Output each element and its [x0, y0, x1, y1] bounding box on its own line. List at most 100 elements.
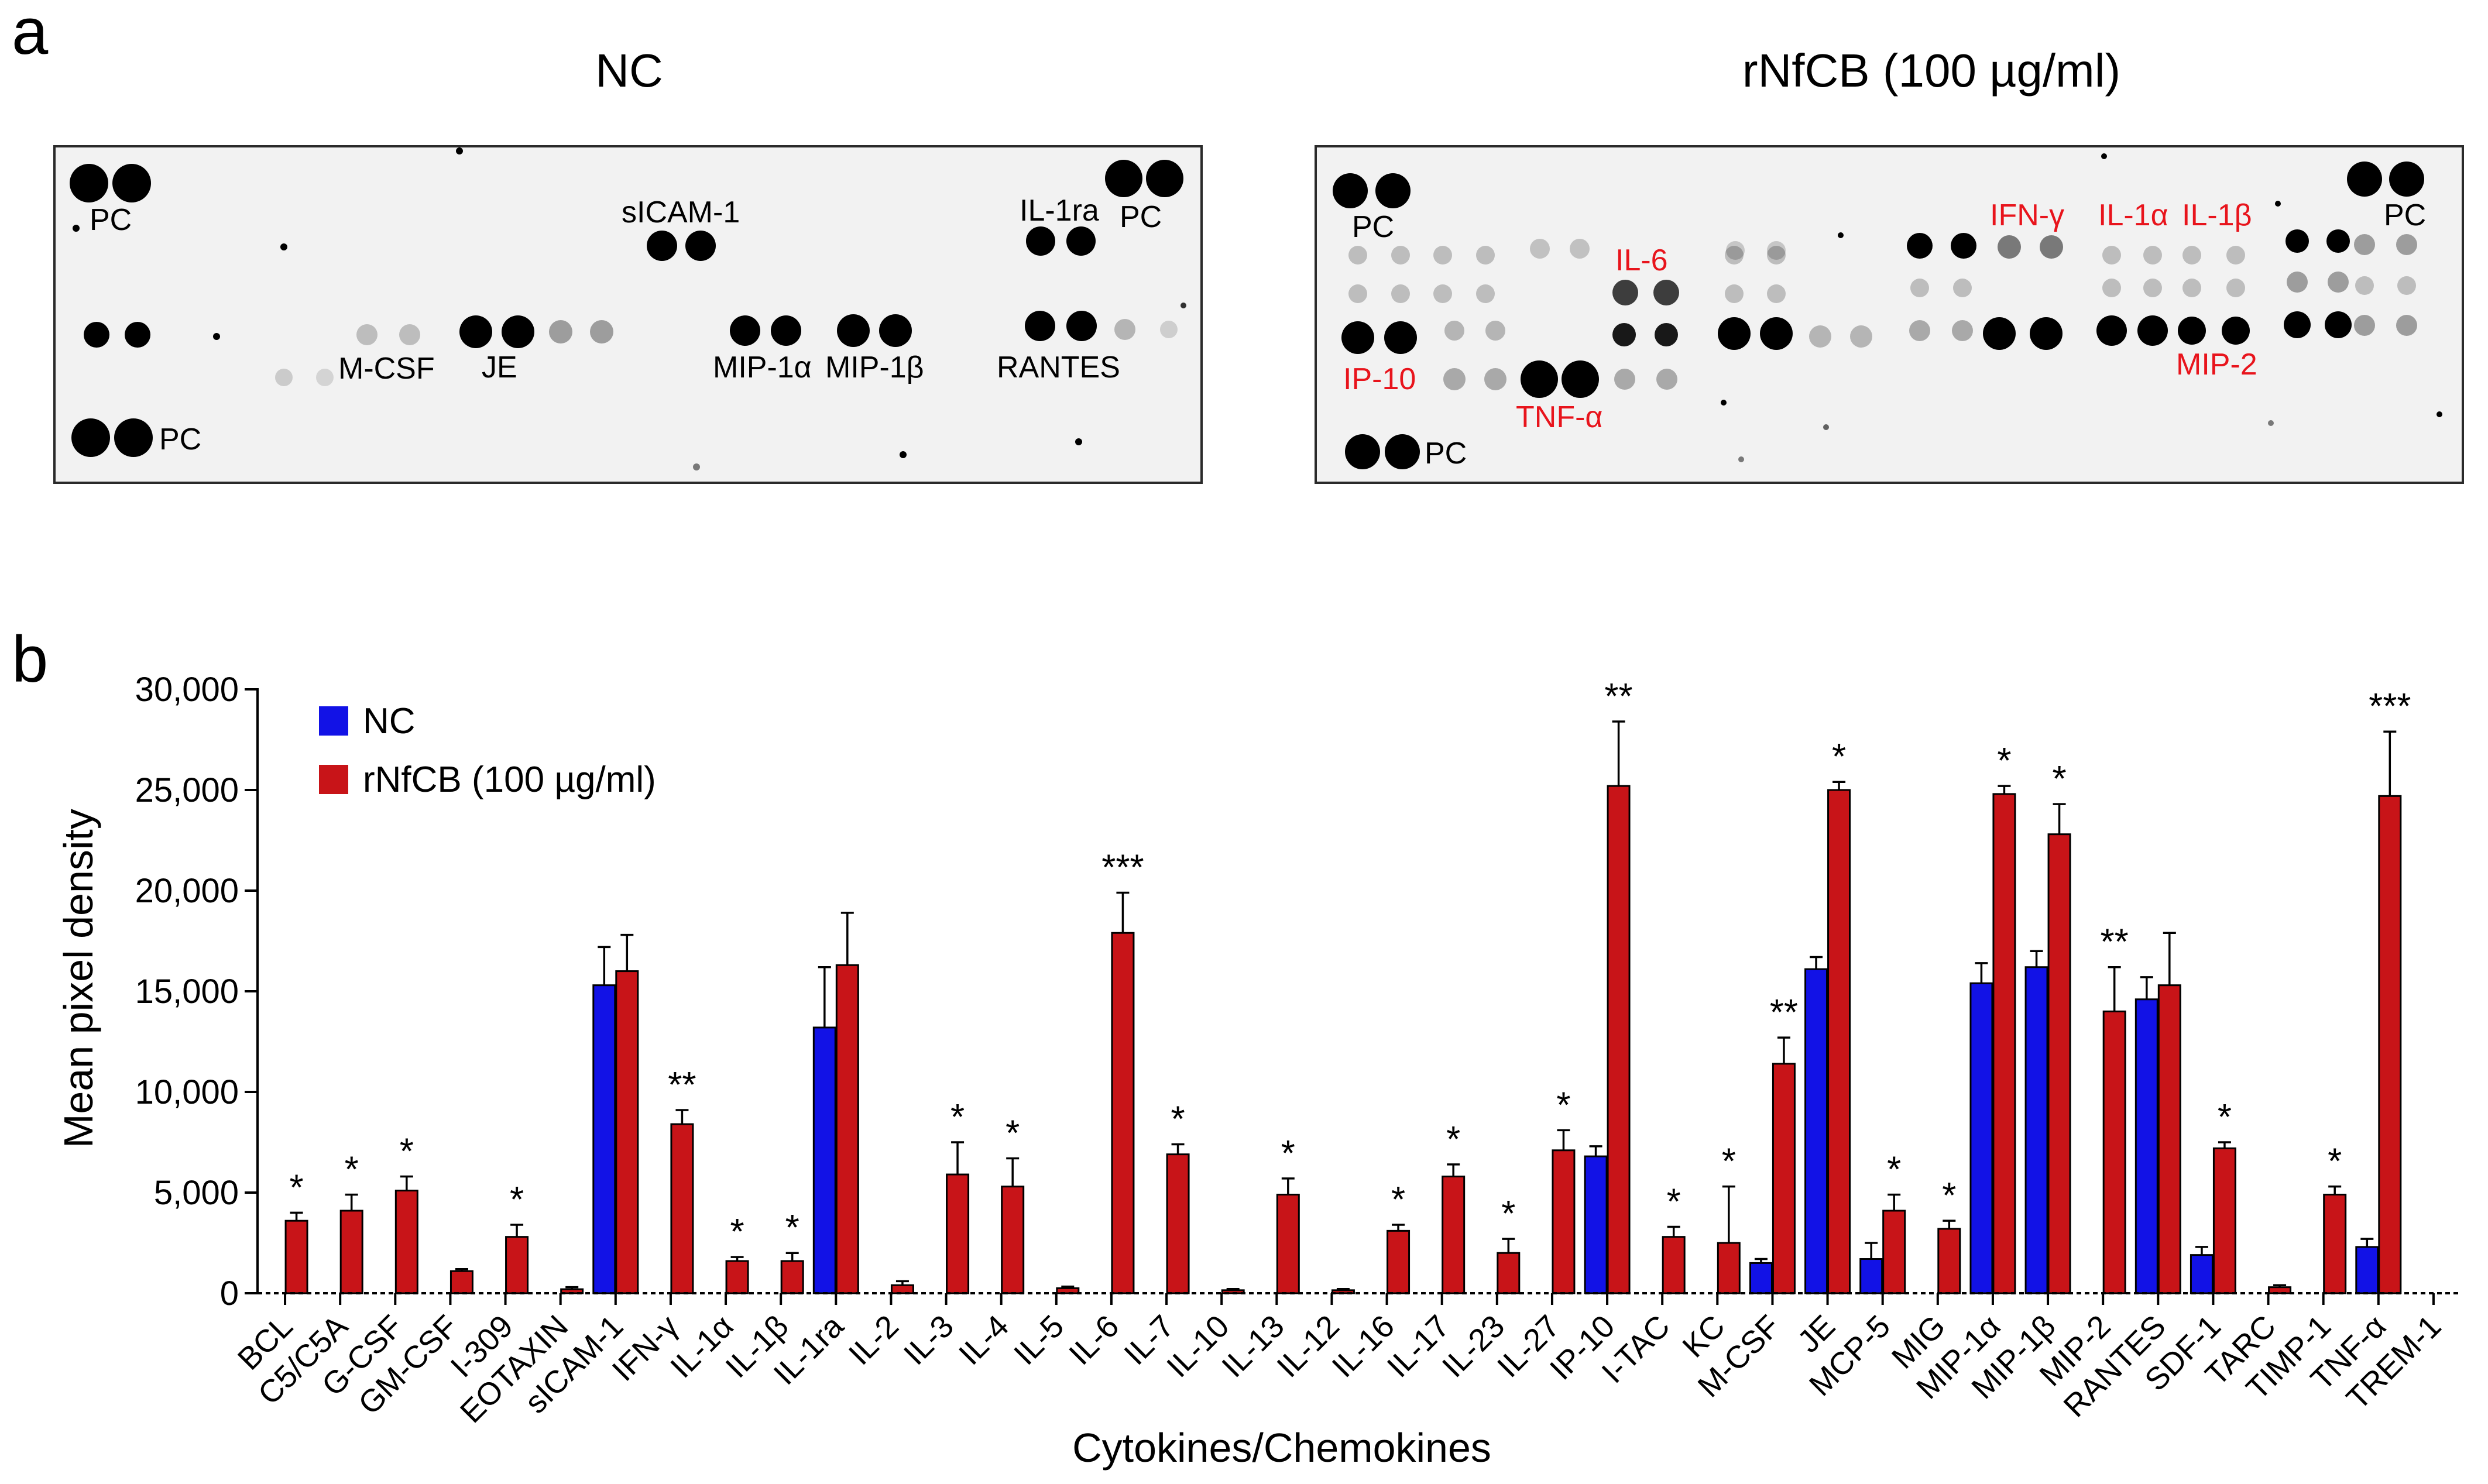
y-axis: 0 5,000 10,000 15,000 20,000 25,000 30,000 — [135, 671, 259, 1313]
category-group-il-3: * — [946, 1097, 970, 1294]
significance-marker: * — [1556, 1085, 1570, 1125]
blot-spot — [900, 451, 907, 458]
category-group-il-17: * — [1442, 1119, 1466, 1294]
blot-label-rantes: RANTES — [997, 351, 1120, 384]
significance-marker: * — [2052, 759, 2066, 799]
significance-marker: *** — [1101, 847, 1144, 888]
blot-spot — [2328, 272, 2349, 293]
panel-a: a NC rNfCB (100 µg/ml) PC PC PC sICAM-1 IL-1… — [12, 0, 2464, 484]
significance-marker: ** — [2101, 922, 2129, 963]
category-group-m-csf: ** — [1749, 992, 1798, 1294]
blot-spot — [70, 164, 108, 202]
blot-spot — [275, 369, 293, 386]
blot-spot — [456, 147, 463, 154]
category-group-timp-1: * — [2323, 1142, 2347, 1294]
blot-spot — [2354, 315, 2375, 336]
blot-label-tnf-alpha: TNF-α — [1516, 400, 1602, 434]
blot-spot — [771, 315, 801, 346]
x-axis-title: Cytokines/Chemokines — [1072, 1425, 1491, 1471]
bar-nc-m-csf — [1749, 1262, 1773, 1294]
panel-b: b Mean pixel density Cytokines/Chemokine… — [12, 623, 2461, 1471]
category-group-tnf-alpha: *** — [2355, 686, 2411, 1294]
bar-treated-je — [1827, 789, 1851, 1294]
blot-label-il-1beta: IL-1β — [2182, 198, 2252, 232]
bar-treated-il-1alpha — [725, 1260, 749, 1294]
bar-treated-il-2 — [890, 1284, 914, 1294]
blot-spot — [1562, 360, 1599, 398]
significance-marker: * — [1446, 1119, 1460, 1160]
blot-spot — [1998, 235, 2021, 259]
bar-treated-mip-2 — [2102, 1010, 2126, 1294]
blot-label-mip-2: MIP-2 — [2176, 348, 2257, 382]
y-axis-title: Mean pixel density — [56, 809, 101, 1148]
blot-spot — [2178, 317, 2206, 345]
blot-label-mip-1alpha: MIP-1α — [713, 351, 812, 384]
blot-spot — [1025, 311, 1055, 341]
significance-marker: * — [1281, 1133, 1295, 1174]
blot-spot — [1476, 284, 1495, 303]
legend-label-nc: NC — [363, 701, 416, 741]
bar-treated-mip-1beta — [2047, 833, 2071, 1294]
blot-spot — [459, 315, 492, 348]
significance-marker: * — [510, 1180, 524, 1220]
blot-spot — [1375, 173, 1411, 208]
legend: NC rNfCB (100 µg/ml) — [319, 701, 656, 800]
blot-spot — [685, 231, 716, 261]
blot-spot — [549, 320, 572, 343]
category-group-mip-1alpha: * — [1969, 741, 2016, 1294]
blot-spot — [316, 369, 334, 386]
category-group-ip-10: ** — [1584, 676, 1633, 1294]
blot-spot — [730, 315, 760, 346]
x-tick-label-il-3: IL-3 — [897, 1308, 960, 1372]
category-group-kc: * — [1717, 1142, 1741, 1294]
blot-spot — [2040, 235, 2063, 259]
category-group-il-1ra — [812, 912, 859, 1294]
bar-treated-il-13 — [1276, 1193, 1300, 1294]
category-group-mip-2: ** — [2101, 922, 2129, 1294]
panel-b-label: b — [12, 623, 48, 696]
blot-spot — [1850, 325, 1872, 348]
bar-treated-il-17 — [1442, 1175, 1466, 1294]
significance-marker: * — [1171, 1099, 1185, 1139]
blot-spot — [2389, 162, 2424, 197]
blot-spot — [2268, 420, 2274, 426]
blot-spot — [1725, 246, 1744, 264]
blot-spot — [1838, 232, 1844, 238]
blot-label-m-csf: M-CSF — [338, 352, 435, 386]
x-tick-label-il-4: IL-4 — [952, 1308, 1015, 1372]
blot-spot — [2287, 272, 2308, 293]
bar-treated-g-csf — [394, 1190, 418, 1294]
blot-spot — [2143, 246, 2162, 264]
significance-marker: * — [1391, 1180, 1405, 1220]
significance-marker: * — [950, 1097, 965, 1138]
blot-spot — [2102, 246, 2121, 264]
bar-treated-ip-10 — [1607, 785, 1631, 1294]
bar-nc-sicam-1 — [592, 984, 616, 1294]
bar-nc-il-1ra — [812, 1026, 836, 1294]
significance-marker: * — [1832, 737, 1846, 777]
category-group-il-5 — [1056, 1285, 1080, 1294]
blot-spot — [280, 243, 287, 250]
category-group-sicam-1 — [592, 933, 639, 1294]
x-axis: BCLC5/C5AG-CSFGM-CSFI-309EOTAXINsICAM-1I… — [231, 1292, 2461, 1430]
bar-treated-il-3 — [946, 1173, 970, 1294]
significance-marker: ** — [668, 1065, 696, 1105]
blot-spot — [1443, 368, 1466, 390]
blot-spot — [1614, 369, 1635, 390]
category-group-il-16: * — [1387, 1180, 1411, 1294]
category-group-i-tac: * — [1662, 1181, 1686, 1294]
nc-blot-membrane: PC PC PC sICAM-1 IL-1ra M-CSF JE MIP-1α MIP-1β RA… — [53, 145, 1203, 484]
y-tick-label: 5,000 — [154, 1174, 239, 1212]
category-group-gm-csf — [449, 1267, 473, 1294]
blot-spot — [1348, 246, 1367, 264]
blot-spot — [1530, 239, 1550, 259]
y-tick-label: 30,000 — [135, 671, 239, 709]
blot-label-ifn-gamma: IFN-γ — [1990, 198, 2064, 232]
bar-treated-rantes — [2157, 984, 2181, 1294]
blot-spot — [1612, 323, 1636, 346]
bar-treated-kc — [1717, 1242, 1741, 1294]
category-group-il-6: *** — [1101, 847, 1144, 1294]
category-group-mig: * — [1937, 1176, 1961, 1294]
bars: * * ***** ** ******************** ******** — [284, 676, 2411, 1294]
blot-spot — [2354, 234, 2375, 255]
